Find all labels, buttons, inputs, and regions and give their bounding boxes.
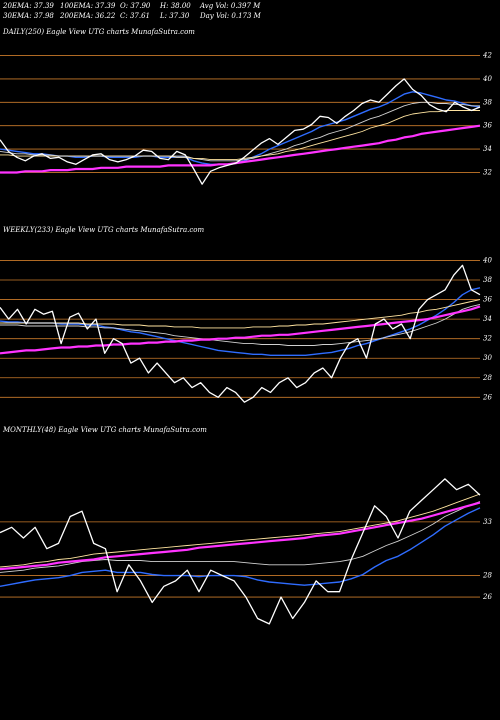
stat-100ema: 100EMA: 37.39 bbox=[60, 2, 116, 10]
monthly-y-tick: 26 bbox=[482, 593, 492, 601]
monthly-long-ema-line bbox=[0, 493, 481, 568]
weekly-y-tick: 34 bbox=[483, 315, 492, 323]
daily-y-tick: 42 bbox=[482, 52, 492, 60]
stat-close: C: 37.61 bbox=[120, 12, 150, 20]
monthly-slow-ema-line bbox=[0, 501, 481, 571]
stat-low: L: 37.30 bbox=[160, 12, 190, 20]
stat-high: H: 38.00 bbox=[160, 2, 191, 10]
monthly-panel: 33 28 26 bbox=[0, 478, 492, 625]
weekly-y-tick: 36 bbox=[483, 296, 492, 304]
daily-y-tick: 32 bbox=[483, 168, 492, 176]
stat-20ema: 20EMA: 37.39 bbox=[3, 2, 54, 10]
weekly-y-tick: 30 bbox=[483, 354, 492, 362]
daily-y-tick: 38 bbox=[483, 98, 492, 106]
stat-open: O: 37.90 bbox=[120, 2, 151, 10]
weekly-y-tick: 40 bbox=[482, 256, 492, 264]
daily-y-tick: 36 bbox=[483, 122, 492, 130]
daily-long-ema-line bbox=[0, 110, 480, 161]
monthly-y-tick: 33 bbox=[483, 518, 492, 526]
weekly-mid-ema-line bbox=[0, 303, 481, 346]
weekly-y-tick: 28 bbox=[482, 374, 492, 382]
monthly-panel-title: MONTHLY(48) Eagle View UTG charts Munafa… bbox=[3, 426, 207, 434]
weekly-panel-title: WEEKLY(233) Eagle View UTG charts Munafa… bbox=[3, 226, 205, 234]
weekly-long-ema-line bbox=[0, 299, 481, 329]
monthly-price-line bbox=[0, 478, 481, 625]
daily-mid-ema-line bbox=[0, 101, 480, 162]
daily-panel: 42 40 38 36 34 32 bbox=[0, 52, 492, 185]
monthly-y-tick: 28 bbox=[482, 572, 492, 580]
stat-30ema: 30EMA: 37.98 bbox=[3, 12, 54, 20]
weekly-fast-ema-line bbox=[0, 287, 481, 356]
weekly-slow-ema-line bbox=[0, 305, 481, 355]
daily-y-tick: 40 bbox=[482, 75, 492, 83]
daily-panel-title: DAILY(250) Eagle View UTG charts MunafaS… bbox=[3, 28, 195, 36]
monthly-fast-ema-line bbox=[0, 507, 481, 587]
stat-avg-vol: Avg Vol: 0.397 M bbox=[200, 2, 261, 10]
stat-day-vol: Day Vol: 0.173 M bbox=[200, 12, 261, 20]
daily-slow-ema-line bbox=[0, 124, 481, 174]
weekly-y-tick: 32 bbox=[483, 335, 492, 343]
weekly-y-tick: 38 bbox=[483, 276, 492, 284]
daily-y-tick: 34 bbox=[483, 145, 492, 153]
weekly-panel: 40 38 36 34 32 30 28 26 bbox=[0, 256, 492, 403]
monthly-mid-ema-line bbox=[0, 501, 481, 573]
weekly-y-tick: 26 bbox=[482, 393, 492, 401]
daily-price-line bbox=[0, 78, 481, 185]
stat-200ema: 200EMA: 36.22 bbox=[60, 12, 116, 20]
weekly-price-line bbox=[0, 264, 481, 403]
